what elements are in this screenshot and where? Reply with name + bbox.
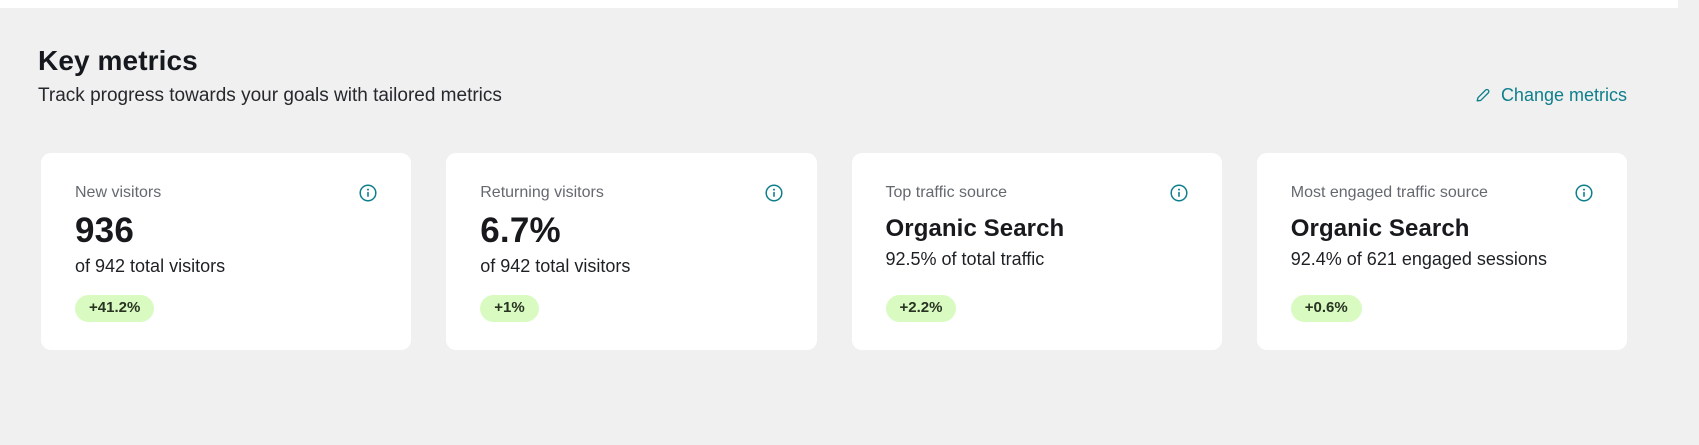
card-header: Top traffic source	[886, 183, 1188, 202]
card-subtext: 92.5% of total traffic	[885, 249, 1045, 270]
info-icon[interactable]	[764, 184, 783, 202]
metric-card-new-visitors[interactable]: New visitors 936 of 942 total visitors +…	[41, 153, 412, 350]
change-badge: +1%	[480, 295, 539, 322]
card-label: Returning visitors	[480, 184, 604, 201]
info-icon[interactable]	[1575, 184, 1593, 202]
card-subtext: of 942 total visitors	[75, 256, 226, 277]
card-value: 936	[75, 211, 134, 251]
change-badge: +2.2%	[885, 295, 957, 322]
change-metrics-button[interactable]: Change metrics	[1474, 85, 1627, 107]
card-label: Most engaged traffic source	[1290, 184, 1488, 201]
card-value: Organic Search	[1290, 215, 1470, 243]
change-metrics-label: Change metrics	[1500, 85, 1627, 106]
card-value: Organic Search	[885, 215, 1065, 243]
top-white-strip	[0, 0, 1678, 8]
metric-card-returning-visitors[interactable]: Returning visitors 6.7% of 942 total vis…	[446, 153, 817, 350]
info-icon[interactable]	[1170, 184, 1188, 202]
card-header: Returning visitors	[480, 183, 783, 202]
pencil-icon	[1474, 87, 1491, 104]
card-value: 6.7%	[480, 211, 561, 251]
card-subtext: of 942 total visitors	[480, 256, 631, 277]
info-icon[interactable]	[359, 184, 377, 202]
page-subtitle: Track progress towards your goals with t…	[38, 84, 502, 106]
card-header: Most engaged traffic source	[1291, 183, 1593, 202]
card-label: New visitors	[75, 184, 162, 201]
page-title: Key metrics	[38, 45, 198, 76]
change-badge: +0.6%	[1290, 295, 1362, 322]
metric-card-most-engaged-traffic-source[interactable]: Most engaged traffic source Organic Sear…	[1256, 153, 1627, 350]
change-badge: +41.2%	[75, 295, 155, 322]
card-subtext: 92.4% of 621 engaged sessions	[1290, 249, 1547, 270]
header-text-block: Key metrics Track progress towards your …	[38, 44, 502, 107]
key-metrics-header: Key metrics Track progress towards your …	[38, 44, 1627, 107]
card-header: New visitors	[75, 183, 377, 202]
metric-cards-row: New visitors 936 of 942 total visitors +…	[41, 153, 1627, 350]
metric-card-top-traffic-source[interactable]: Top traffic source Organic Search 92.5% …	[851, 153, 1222, 350]
card-label: Top traffic source	[885, 184, 1008, 201]
